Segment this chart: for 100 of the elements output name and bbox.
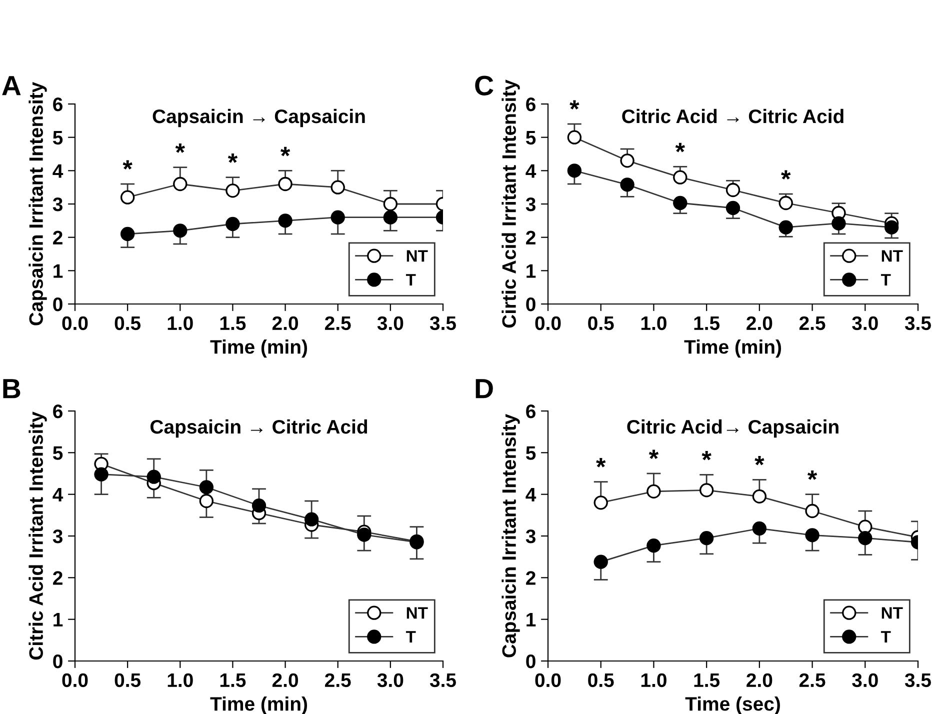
y-tick-label: 6 xyxy=(53,97,62,112)
annotation: * xyxy=(648,450,659,460)
annotation: * xyxy=(781,170,791,180)
point xyxy=(226,216,240,232)
x-tick-label: 3.5 xyxy=(430,673,456,688)
x-tick-label: 1.5 xyxy=(220,674,246,688)
point xyxy=(330,180,345,194)
point xyxy=(278,176,292,192)
x-tick-label: 3.0 xyxy=(852,673,878,688)
legend-label: NT xyxy=(406,250,428,262)
chart-title: Capsaicin → Capsaicin xyxy=(152,108,365,128)
y-axis-title: Citric Acid Irritant Intensity xyxy=(28,412,47,660)
x-tick-label: 0.5 xyxy=(114,673,141,688)
y-tick-label: 5 xyxy=(52,131,63,145)
x-tick-label: 2.0 xyxy=(272,316,298,330)
annotation: * xyxy=(807,470,818,480)
point xyxy=(778,220,793,234)
annotation: * xyxy=(754,456,764,466)
point xyxy=(594,496,608,510)
point xyxy=(778,196,793,210)
point xyxy=(120,226,135,242)
annotation: * xyxy=(122,160,132,170)
text: C xyxy=(475,76,494,96)
point xyxy=(673,170,688,184)
y-tick-label: 0 xyxy=(53,654,62,668)
y-tick-label: 2 xyxy=(526,230,536,244)
point xyxy=(805,504,820,518)
x-tick-label: 2.5 xyxy=(799,673,826,688)
point xyxy=(752,489,767,504)
y-axis-title: Capsaicin Irritant Intensity xyxy=(502,414,520,658)
x-axis-title: Time (min) xyxy=(210,339,308,358)
point xyxy=(304,512,319,526)
y-tick-label: 1 xyxy=(526,264,536,278)
text: D xyxy=(476,379,493,398)
x-tick-label: 2.0 xyxy=(746,673,772,688)
point xyxy=(646,538,661,553)
point xyxy=(805,528,820,542)
legend-label: NT xyxy=(406,607,428,619)
point xyxy=(173,176,188,192)
point xyxy=(726,200,740,216)
point xyxy=(383,196,398,212)
x-tick-label: 1.5 xyxy=(694,674,720,688)
point xyxy=(357,528,372,542)
x-tick-label: 0.5 xyxy=(114,316,141,330)
y-tick-label: 2 xyxy=(526,571,536,585)
annotation: * xyxy=(280,146,290,156)
x-tick-label: 1.5 xyxy=(694,316,720,330)
y-tick-label: 4 xyxy=(52,488,64,502)
point xyxy=(173,224,188,238)
x-tick-label: 1.5 xyxy=(220,316,246,330)
y-tick-label: 4 xyxy=(526,164,536,178)
point xyxy=(226,184,240,198)
y-tick-label: 0 xyxy=(526,654,536,668)
y-tick-label: 1 xyxy=(526,613,536,626)
x-tick-label: 0.5 xyxy=(588,316,614,330)
point xyxy=(858,531,872,546)
annotation: * xyxy=(675,142,685,152)
legend-label: T xyxy=(406,274,416,286)
y-tick-label: 2 xyxy=(53,230,62,244)
annotation: * xyxy=(570,100,580,110)
point xyxy=(620,154,634,168)
x-tick-label: 0.5 xyxy=(588,673,614,688)
y-tick-label: 1 xyxy=(54,264,63,278)
legend-label: T xyxy=(406,631,416,643)
x-axis-title: Time (min) xyxy=(684,339,782,358)
point xyxy=(199,494,214,508)
point xyxy=(594,554,608,569)
x-tick-label: 0.0 xyxy=(535,316,561,330)
x-tick-label: 1.0 xyxy=(641,316,666,330)
y-tick-label: 5 xyxy=(52,446,63,460)
x-tick-label: 0.0 xyxy=(62,316,88,330)
annotation: * xyxy=(175,144,185,153)
point xyxy=(252,498,266,513)
x-tick-label: 1.0 xyxy=(168,673,193,688)
y-tick-label: 3 xyxy=(52,529,62,544)
point xyxy=(330,210,345,224)
annotation: * xyxy=(702,450,712,460)
text: A xyxy=(2,76,21,96)
x-tick-label: 3.0 xyxy=(377,316,404,330)
annotation: * xyxy=(228,154,238,163)
point xyxy=(646,484,661,498)
chart-title: Capsaicin → Citric Acid xyxy=(150,419,368,438)
y-tick-label: 3 xyxy=(52,197,62,212)
point xyxy=(699,531,714,546)
point xyxy=(120,190,135,204)
point xyxy=(673,196,688,210)
x-tick-label: 2.5 xyxy=(325,673,351,688)
x-tick-label: 0.0 xyxy=(535,673,561,688)
x-tick-label: 3.5 xyxy=(904,316,931,330)
y-tick-label: 0 xyxy=(526,297,536,312)
x-tick-label: 1.0 xyxy=(168,316,193,330)
x-tick-label: 3.0 xyxy=(852,316,878,330)
point xyxy=(94,467,108,482)
y-tick-label: 6 xyxy=(53,404,62,418)
text: B xyxy=(3,379,20,398)
x-tick-label: 2.5 xyxy=(799,316,826,330)
x-tick-label: 0.0 xyxy=(62,673,88,688)
legend-label: NT xyxy=(882,607,903,619)
x-tick-label: 3.5 xyxy=(904,673,931,688)
point xyxy=(199,480,214,494)
